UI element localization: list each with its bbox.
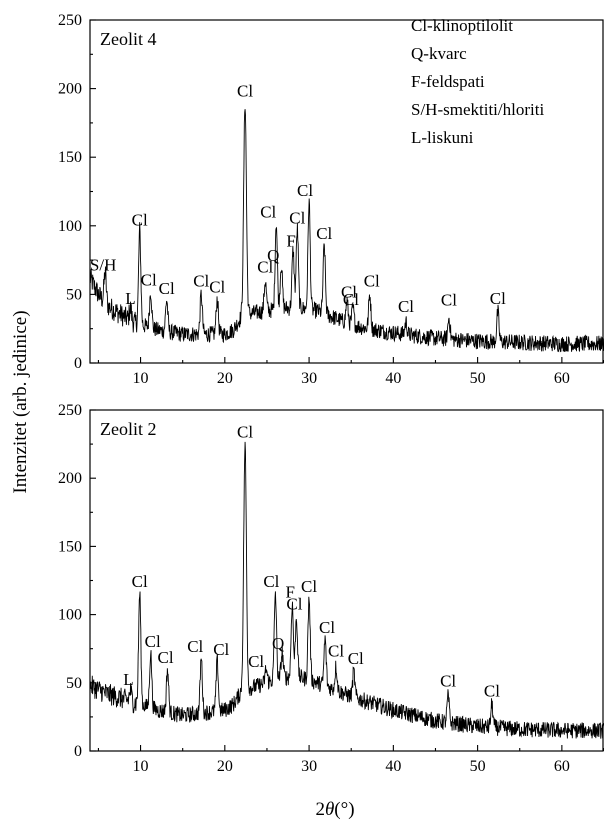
peak-label: Cl <box>237 422 253 441</box>
peak-label: Cl <box>193 271 209 290</box>
peak-label: Cl <box>348 649 364 668</box>
peak-label: Cl <box>141 271 157 290</box>
x-tick-label: 10 <box>133 370 149 387</box>
panel-title: Zeolit 2 <box>100 419 157 439</box>
x-tick-label: 50 <box>470 758 486 775</box>
y-tick-label: 0 <box>74 355 82 372</box>
peak-label: Cl <box>341 282 357 301</box>
x-tick-label: 60 <box>554 758 570 775</box>
y-tick-label: 250 <box>58 402 82 419</box>
peak-label: Q <box>272 634 284 653</box>
y-tick-label: 150 <box>58 538 82 555</box>
peak-label: F <box>286 231 295 250</box>
y-tick-label: 200 <box>58 81 82 98</box>
peak-label: Cl <box>440 671 456 690</box>
peak-label: Cl <box>316 224 332 243</box>
y-tick-label: 50 <box>66 675 82 692</box>
peak-label: Cl <box>343 290 359 309</box>
peak-label: Cl <box>364 271 380 290</box>
peak-label: Cl <box>209 278 225 297</box>
x-tick-label: 20 <box>217 758 233 775</box>
peak-label: L <box>125 289 135 308</box>
peak-label: Cl <box>297 181 313 200</box>
x-tick-label: 40 <box>385 758 401 775</box>
x-tick-label: 30 <box>301 758 317 775</box>
legend-entry: Q-kvarc <box>411 44 467 63</box>
peak-label: Cl <box>237 81 253 100</box>
legend-entry: S/H-smektiti/hloriti <box>411 100 544 119</box>
peak-label: F <box>285 583 294 602</box>
legend-entry: L-liskuni <box>411 128 474 147</box>
peak-label: Cl <box>132 210 148 229</box>
peak-label: Cl <box>159 279 175 298</box>
peak-label: Cl <box>263 572 279 591</box>
y-tick-label: 50 <box>66 286 82 303</box>
legend: Cl-klinoptilolit Q-kvarc F-feldspati S/H-sm… <box>411 16 544 147</box>
legend-entry: F-feldspati <box>411 72 485 91</box>
x-axis-label: 2θ(°) <box>315 799 354 820</box>
peak-label: S/H <box>90 255 116 274</box>
peak-label: Cl <box>490 289 506 308</box>
y-tick-label: 100 <box>58 218 82 235</box>
plot-frame <box>89 409 604 752</box>
panel-title: Zeolit 4 <box>100 29 157 49</box>
y-tick-label: 100 <box>58 607 82 624</box>
legend-entry: Cl-klinoptilolit <box>411 16 513 35</box>
y-tick-label: 150 <box>58 149 82 166</box>
peak-label: Cl <box>248 652 264 671</box>
x-tick-label: 60 <box>554 370 570 387</box>
peak-label: Cl <box>301 577 317 596</box>
plot-frame <box>89 19 604 364</box>
peak-label: Cl <box>187 637 203 656</box>
xrd-trace <box>89 441 604 739</box>
peak-label: Cl <box>213 640 229 659</box>
peak-label: Cl <box>319 618 335 637</box>
peak-label: Cl <box>286 594 302 613</box>
peak-label: Cl <box>441 291 457 310</box>
peak-label: Q <box>267 246 279 265</box>
x-tick-label: 20 <box>217 370 233 387</box>
y-axis-label: Intenzitet (arb. jedinice) <box>10 310 31 493</box>
peak-label: Cl <box>398 297 414 316</box>
x-tick-label: 30 <box>301 370 317 387</box>
xrd-trace <box>89 109 604 353</box>
y-tick-label: 200 <box>58 470 82 487</box>
peak-label: Cl <box>289 209 305 228</box>
peak-label: Cl <box>145 632 161 651</box>
peak-label: Cl <box>257 258 273 277</box>
peak-label: Cl <box>484 682 500 701</box>
x-tick-label: 50 <box>470 370 486 387</box>
y-tick-label: 0 <box>74 743 82 760</box>
x-tick-label: 10 <box>133 758 149 775</box>
peak-label: Cl <box>157 648 173 667</box>
peak-label: Cl <box>328 641 344 660</box>
peak-label: L <box>123 670 133 689</box>
x-tick-label: 40 <box>385 370 401 387</box>
peak-label: Cl <box>132 572 148 591</box>
peak-label: Cl <box>260 203 276 222</box>
y-tick-label: 250 <box>58 12 82 29</box>
